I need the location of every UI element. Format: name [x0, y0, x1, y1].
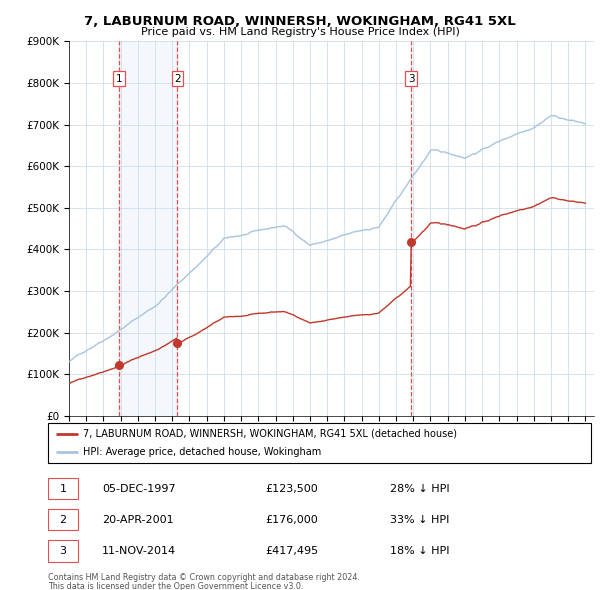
Text: This data is licensed under the Open Government Licence v3.0.: This data is licensed under the Open Gov… — [48, 582, 304, 590]
Text: £176,000: £176,000 — [265, 514, 318, 525]
Text: 7, LABURNUM ROAD, WINNERSH, WOKINGHAM, RG41 5XL: 7, LABURNUM ROAD, WINNERSH, WOKINGHAM, R… — [84, 15, 516, 28]
Text: £417,495: £417,495 — [265, 546, 319, 556]
Text: 3: 3 — [59, 546, 67, 556]
Text: 2: 2 — [174, 74, 181, 84]
Text: 1: 1 — [59, 484, 67, 493]
FancyBboxPatch shape — [48, 509, 78, 530]
Text: 2: 2 — [59, 514, 67, 525]
Text: Price paid vs. HM Land Registry's House Price Index (HPI): Price paid vs. HM Land Registry's House … — [140, 27, 460, 37]
Text: 1: 1 — [116, 74, 122, 84]
Text: 33% ↓ HPI: 33% ↓ HPI — [390, 514, 449, 525]
Text: 05-DEC-1997: 05-DEC-1997 — [103, 484, 176, 493]
Text: 20-APR-2001: 20-APR-2001 — [103, 514, 174, 525]
Bar — [119, 41, 178, 416]
Text: 7, LABURNUM ROAD, WINNERSH, WOKINGHAM, RG41 5XL (detached house): 7, LABURNUM ROAD, WINNERSH, WOKINGHAM, R… — [83, 429, 457, 439]
FancyBboxPatch shape — [48, 423, 591, 463]
Text: Contains HM Land Registry data © Crown copyright and database right 2024.: Contains HM Land Registry data © Crown c… — [48, 573, 360, 582]
Text: 3: 3 — [408, 74, 415, 84]
Text: 18% ↓ HPI: 18% ↓ HPI — [390, 546, 449, 556]
Text: 28% ↓ HPI: 28% ↓ HPI — [390, 484, 450, 493]
Text: 11-NOV-2014: 11-NOV-2014 — [103, 546, 176, 556]
Text: £123,500: £123,500 — [265, 484, 318, 493]
FancyBboxPatch shape — [48, 540, 78, 562]
FancyBboxPatch shape — [48, 478, 78, 499]
Text: HPI: Average price, detached house, Wokingham: HPI: Average price, detached house, Woki… — [83, 447, 322, 457]
